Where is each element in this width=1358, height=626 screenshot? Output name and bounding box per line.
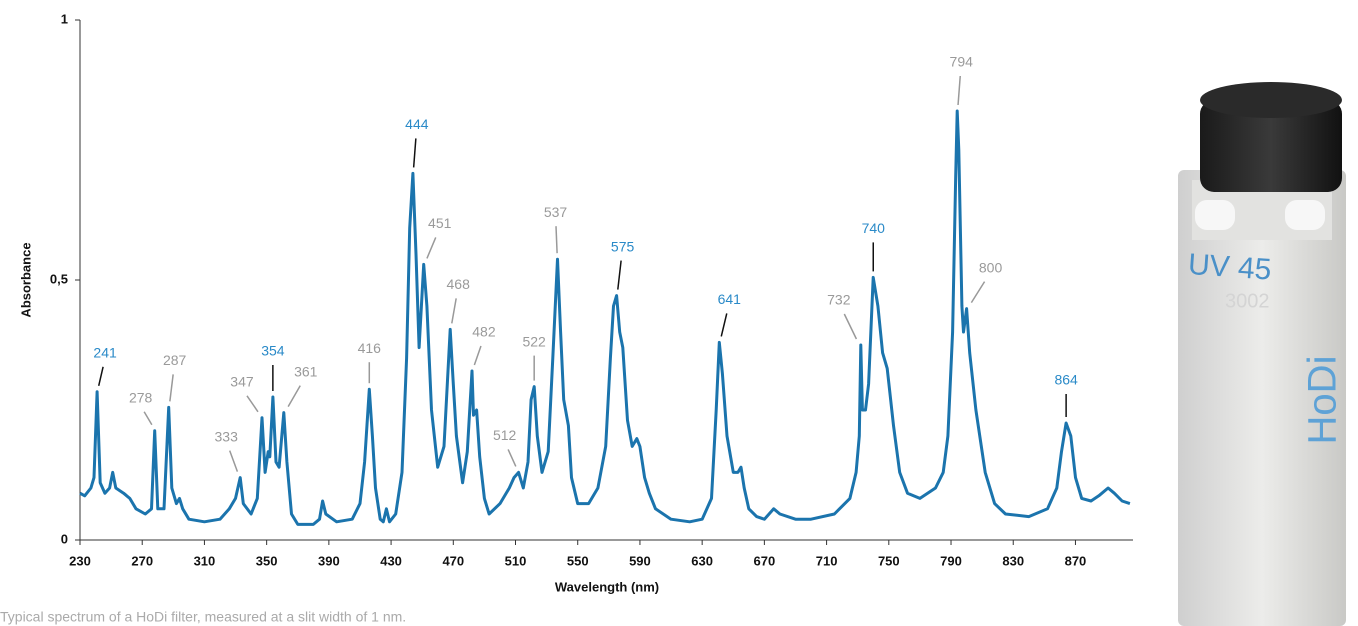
peak-label: 794 xyxy=(950,54,974,70)
spectrum-line xyxy=(79,109,1131,526)
peak-label: 361 xyxy=(294,363,318,379)
peak-label: 354 xyxy=(261,343,285,359)
x-tick-label: 630 xyxy=(691,553,713,568)
peak-leader xyxy=(169,374,174,402)
peak-leader xyxy=(617,260,622,290)
x-tick-label: 510 xyxy=(505,553,527,568)
y-tick-label: 1 xyxy=(61,11,68,26)
x-tick-label: 470 xyxy=(442,553,464,568)
x-tick-label: 670 xyxy=(754,553,776,568)
x-tick-label: 430 xyxy=(380,553,402,568)
x-tick-label: 710 xyxy=(816,553,838,568)
peak-label: 444 xyxy=(405,116,429,132)
x-tick-label: 550 xyxy=(567,553,589,568)
peak-leader xyxy=(426,237,437,259)
y-axis-title: Absorbance xyxy=(18,242,33,317)
cuvette-body xyxy=(1178,170,1346,626)
peak-leader xyxy=(97,366,104,386)
cuvette-brand: HoDi xyxy=(1301,356,1345,445)
cuvette-label: UV 45 xyxy=(1187,248,1272,287)
x-tick-label: 790 xyxy=(940,553,962,568)
peak-leader xyxy=(720,313,728,337)
peak-leader xyxy=(451,298,457,324)
peak-leader xyxy=(473,345,482,366)
peak-label: 333 xyxy=(215,428,239,444)
peak-leader xyxy=(143,411,153,426)
caption: Typical spectrum of a HoDi filter, measu… xyxy=(0,609,406,625)
x-tick-label: 230 xyxy=(69,553,91,568)
peak-label: 537 xyxy=(544,204,568,220)
peak-label: 347 xyxy=(230,374,254,390)
x-tick-label: 750 xyxy=(878,553,900,568)
x-tick-label: 350 xyxy=(256,553,278,568)
cuvette-clip xyxy=(1285,200,1325,230)
cuvette-cap xyxy=(1200,100,1342,192)
peak-label: 287 xyxy=(163,352,187,368)
peak-label: 522 xyxy=(522,333,546,349)
peak-label: 278 xyxy=(129,390,153,406)
peak-leader xyxy=(229,450,239,472)
peak-label: 416 xyxy=(358,340,382,356)
cuvette-serial: 3002 xyxy=(1225,290,1270,312)
peak-label: 740 xyxy=(862,220,886,236)
x-tick-label: 590 xyxy=(629,553,651,568)
cuvette-photo: UV 45 3002 HoDi xyxy=(1178,82,1346,626)
cuvette-cap-top xyxy=(1200,82,1342,118)
x-tick-label: 310 xyxy=(194,553,216,568)
x-tick-label: 870 xyxy=(1065,553,1087,568)
peak-label: 575 xyxy=(611,238,635,254)
peak-leader xyxy=(246,395,259,413)
peak-leader xyxy=(957,75,961,106)
peak-leader xyxy=(555,226,558,254)
peak-leader xyxy=(843,313,858,340)
x-tick-label: 390 xyxy=(318,553,340,568)
peak-label: 482 xyxy=(472,324,496,340)
peak-label: 800 xyxy=(979,259,1003,275)
peak-leader xyxy=(412,138,417,168)
y-tick-label: 0 xyxy=(61,531,68,546)
x-axis-title: Wavelength (nm) xyxy=(555,579,659,594)
y-tick-label: 0,5 xyxy=(50,271,68,286)
peak-label: 732 xyxy=(827,292,851,308)
peak-label: 451 xyxy=(428,215,452,231)
peak-label: 641 xyxy=(718,291,742,307)
peak-label: 864 xyxy=(1054,372,1078,388)
peak-label: 468 xyxy=(447,276,471,292)
peak-leader xyxy=(970,281,986,303)
x-tick-label: 270 xyxy=(131,553,153,568)
peak-leader xyxy=(287,385,301,407)
x-tick-label: 830 xyxy=(1002,553,1024,568)
peak-label: 241 xyxy=(93,345,117,361)
peak-leader xyxy=(507,449,517,467)
peak-label: 512 xyxy=(493,427,517,443)
cuvette-clip xyxy=(1195,200,1235,230)
